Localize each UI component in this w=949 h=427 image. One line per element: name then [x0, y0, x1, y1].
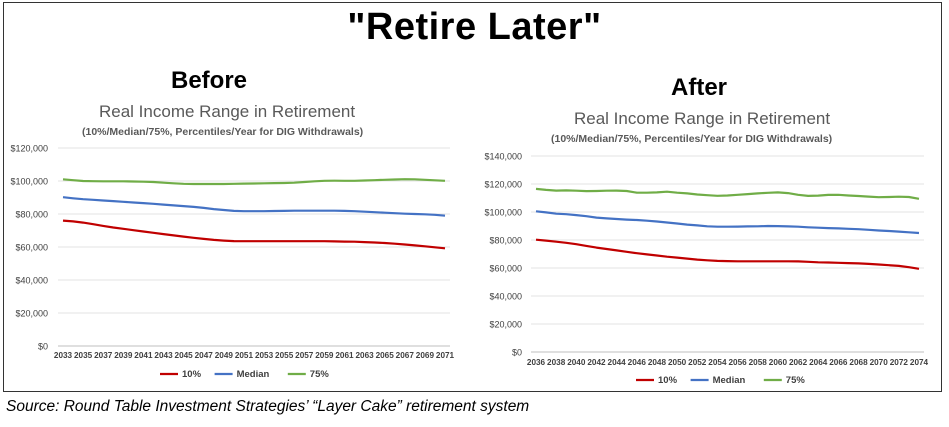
after-x-tick-label: 2036: [527, 358, 546, 367]
before-x-tick-label: 2049: [215, 351, 234, 360]
before-x-tick-label: 2045: [175, 351, 194, 360]
before-x-tick-label: 2039: [114, 351, 133, 360]
after-y-tick-label: $0: [512, 348, 522, 358]
before-chart-title: Real Income Range in Retirement: [99, 102, 356, 121]
before-x-tick-label: 2043: [154, 351, 173, 360]
after-x-tick-label: 2068: [849, 358, 868, 367]
after-x-tick-label: 2042: [587, 358, 606, 367]
after-series-p10-line: [535, 238, 920, 270]
before-y-tick-label: $20,000: [15, 309, 48, 319]
before-x-tick-label: 2071: [436, 351, 455, 360]
before-x-tick-label: 2033: [54, 351, 73, 360]
before-series-median-line: [62, 196, 446, 217]
before-label: Before: [171, 67, 248, 94]
after-chart-subtitle: (10%/Median/75%, Percentiles/Year for DI…: [551, 133, 833, 145]
before-series-p10-line: [62, 219, 446, 250]
after-x-tick-label: 2066: [829, 358, 848, 367]
after-x-tick-label: 2046: [628, 358, 647, 367]
before-legend-p75-label: 75%: [310, 369, 330, 380]
main-title: "Retire Later": [347, 6, 602, 48]
after-x-tick-label: 2038: [547, 358, 566, 367]
before-y-tick-label: $60,000: [15, 243, 48, 253]
after-x-tick-label: 2070: [870, 358, 889, 367]
before-x-tick-label: 2053: [255, 351, 274, 360]
after-y-tick-label: $60,000: [489, 264, 522, 274]
before-chart: $0 $20,000 $40,000 $60,000 $80,000 $100,000 $1…: [10, 144, 454, 381]
after-y-tick-label: $140,000: [484, 152, 522, 162]
after-x-tick-label: 2054: [708, 358, 727, 367]
before-x-tick-label: 2055: [275, 351, 294, 360]
after-chart-title: Real Income Range in Retirement: [574, 109, 831, 128]
after-x-tick-label: 2052: [688, 358, 707, 367]
after-x-tick-label: 2062: [789, 358, 808, 367]
after-legend-p10-label: 10%: [658, 375, 678, 386]
before-x-tick-label: 2065: [376, 351, 395, 360]
after-x-tick-label: 2056: [728, 358, 747, 367]
after-y-tick-label: $80,000: [489, 236, 522, 246]
before-y-tick-label: $80,000: [15, 210, 48, 220]
before-y-tick-label: $40,000: [15, 276, 48, 286]
before-y-tick-label: $0: [38, 342, 48, 352]
after-x-tick-label: 2040: [567, 358, 586, 367]
before-y-tick-label: $120,000: [10, 144, 48, 154]
after-series-p75-line: [535, 187, 920, 200]
before-legend-p10-label: 10%: [182, 369, 202, 380]
before-chart-subtitle: (10%/Median/75%, Percentiles/Year for DI…: [82, 126, 364, 138]
after-legend-median-label: Median: [713, 375, 746, 386]
figure-frame: [3, 2, 942, 392]
after-x-tick-label: 2072: [890, 358, 909, 367]
after-y-tick-label: $20,000: [489, 320, 522, 330]
after-x-tick-label: 2060: [769, 358, 788, 367]
before-x-tick-label: 2059: [315, 351, 334, 360]
after-label: After: [671, 74, 728, 101]
before-x-tick-label: 2051: [235, 351, 254, 360]
before-x-tick-label: 2057: [295, 351, 314, 360]
after-series-median-line: [535, 210, 920, 235]
before-x-tick-label: 2063: [355, 351, 374, 360]
after-legend-p75-label: 75%: [786, 375, 806, 386]
before-x-tick-label: 2041: [134, 351, 153, 360]
after-y-tick-label: $100,000: [484, 208, 522, 218]
after-x-tick-label: 2074: [910, 358, 929, 367]
before-legend-median-label: Median: [237, 369, 270, 380]
after-x-tick-label: 2058: [749, 358, 768, 367]
after-y-tick-label: $120,000: [484, 180, 522, 190]
after-x-tick-label: 2044: [608, 358, 627, 367]
before-x-tick-label: 2035: [74, 351, 93, 360]
before-series-p75-line: [62, 178, 446, 186]
before-x-tick-label: 2047: [195, 351, 214, 360]
before-x-tick-label: 2067: [396, 351, 415, 360]
before-y-tick-label: $100,000: [10, 177, 48, 187]
before-x-tick-label: 2061: [335, 351, 354, 360]
after-x-tick-label: 2050: [668, 358, 687, 367]
before-x-tick-label: 2037: [94, 351, 113, 360]
source-caption: Source: Round Table Investment Strategie…: [6, 398, 530, 415]
after-x-tick-label: 2064: [809, 358, 828, 367]
before-x-tick-label: 2069: [416, 351, 435, 360]
after-y-tick-label: $40,000: [489, 292, 522, 302]
after-chart: $0 $20,000 $40,000 $60,000 $80,000 $100,000 $1…: [484, 152, 928, 387]
after-x-tick-label: 2048: [648, 358, 667, 367]
